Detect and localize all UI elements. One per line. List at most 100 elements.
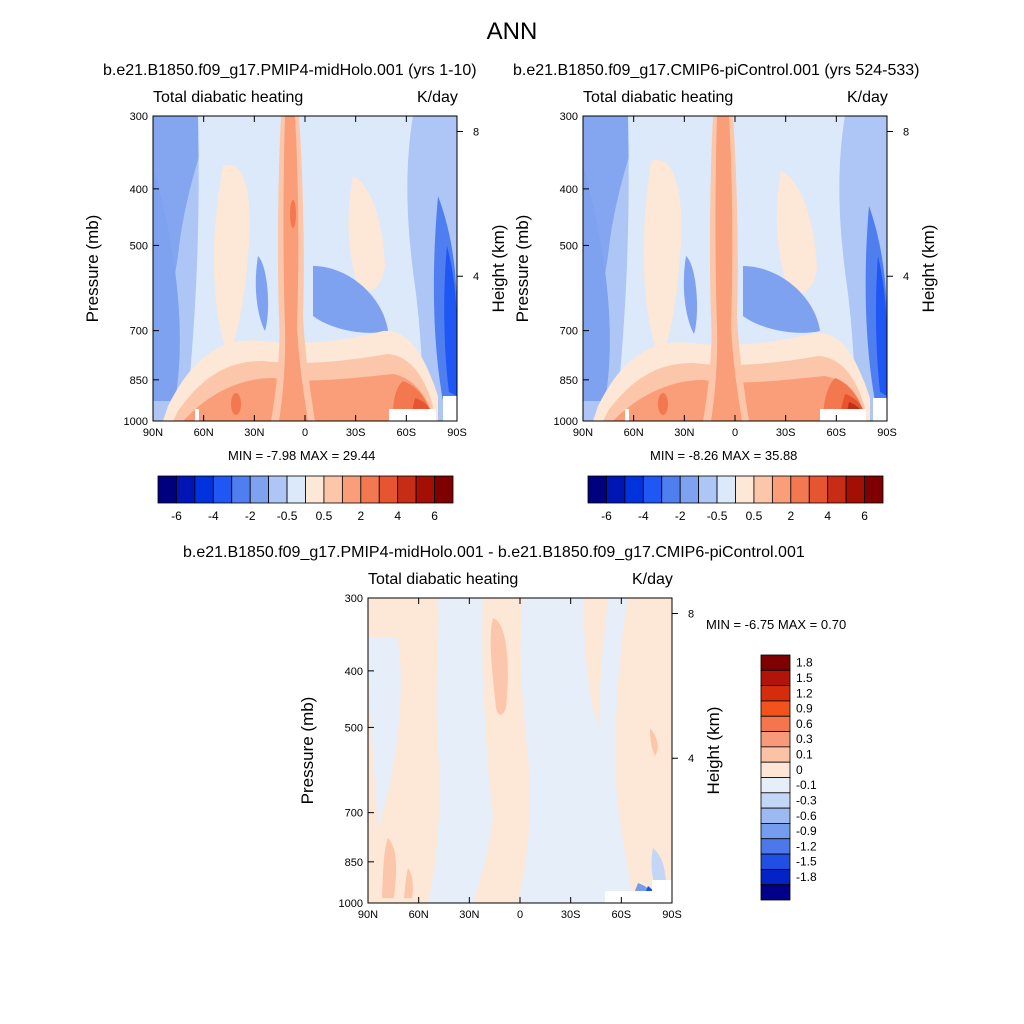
colorbar-label: 0.3 bbox=[796, 732, 813, 746]
y-tick-label: 400 bbox=[560, 184, 578, 196]
colorbar-label: -6 bbox=[601, 509, 612, 523]
panel3-field bbox=[368, 598, 672, 903]
colorbar-label: -0.5 bbox=[707, 509, 728, 523]
y-axis-right-title: Height (km) bbox=[489, 225, 508, 313]
colorbar-swatch bbox=[415, 475, 435, 504]
colorbar-3: 1.81.51.20.90.60.30.10-0.1-0.3-0.6-0.9-1… bbox=[760, 654, 817, 901]
colorbar-swatch bbox=[760, 853, 791, 870]
x-tick-label: 30N bbox=[674, 427, 694, 439]
x-tick-label: 30S bbox=[561, 909, 581, 921]
height-tick-label: 4 bbox=[688, 753, 694, 765]
colorbar-swatch bbox=[323, 475, 343, 504]
panel1-minmax-label: MIN = -7.98 MAX = 29.44 bbox=[228, 448, 376, 463]
colorbar-label: -2 bbox=[675, 509, 686, 523]
colorbar-label: -1.8 bbox=[796, 870, 817, 884]
colorbar-swatch bbox=[176, 475, 196, 504]
y-tick-label: 700 bbox=[560, 326, 578, 338]
colorbar-swatch bbox=[760, 731, 791, 748]
colorbar-swatch bbox=[286, 475, 306, 504]
colorbar-label: -6 bbox=[171, 509, 182, 523]
colorbar-swatch bbox=[760, 838, 791, 855]
y-tick-label: 1000 bbox=[554, 416, 578, 428]
colorbar-swatch bbox=[808, 475, 829, 504]
x-tick-label: 0 bbox=[732, 427, 738, 439]
colorbar-2: -6 -4 -2 -0.5 0.5 2 4 6 bbox=[587, 475, 884, 523]
y-tick-label: 850 bbox=[130, 375, 148, 387]
colorbar-swatch bbox=[642, 475, 663, 504]
x-tick-label: 90N bbox=[573, 427, 593, 439]
colorbar-swatch bbox=[790, 475, 810, 504]
panel2-units-label: K/day bbox=[847, 89, 888, 106]
colorbar-swatch bbox=[378, 475, 399, 504]
colorbar-swatch bbox=[864, 475, 884, 504]
colorbar-swatch bbox=[760, 654, 791, 671]
panel2-variable-label: Total diabatic heating bbox=[583, 89, 734, 106]
height-tick-label: 8 bbox=[473, 126, 479, 138]
main-title: ANN bbox=[486, 18, 538, 45]
y-axis-title: Pressure (mb) bbox=[298, 697, 317, 805]
x-tick-label: 90S bbox=[662, 909, 682, 921]
y-tick-label: 300 bbox=[560, 111, 578, 123]
panel1-axes: 90N 60N 30N 0 30S 60S 90S 300 400 500 700 850 1000 8 4… bbox=[83, 111, 508, 439]
colorbar-label: 1.5 bbox=[796, 671, 813, 685]
y-tick-label: 400 bbox=[130, 184, 148, 196]
x-tick-label: 30N bbox=[244, 427, 264, 439]
colorbar-swatch bbox=[760, 823, 791, 840]
axes-layer: 90N 60N 30N 0 30S 60S 90S300400500700850100084… bbox=[83, 111, 938, 921]
panel3-minmax-label: MIN = -6.75 MAX = 0.70 bbox=[706, 617, 847, 632]
colorbar-swatch bbox=[760, 807, 791, 824]
y-tick-label: 1000 bbox=[339, 898, 363, 910]
colorbar-label: 6 bbox=[861, 509, 868, 523]
colorbar-swatch bbox=[679, 475, 700, 504]
colorbar-label: -0.1 bbox=[796, 778, 817, 792]
y-tick-label: 850 bbox=[345, 857, 363, 869]
colorbar-label: -0.9 bbox=[796, 824, 817, 838]
colorbar-swatch bbox=[760, 868, 791, 886]
x-tick-label: 90S bbox=[447, 427, 467, 439]
colorbar-label: 0 bbox=[796, 763, 803, 777]
colorbar-label: -1.2 bbox=[796, 839, 817, 853]
x-tick-label: 90N bbox=[143, 427, 163, 439]
y-tick-label: 400 bbox=[345, 666, 363, 678]
colorbar-label: 0.1 bbox=[796, 748, 813, 762]
colorbar-label: 0.5 bbox=[746, 509, 763, 523]
x-tick-label: 0 bbox=[302, 427, 308, 439]
colorbar-swatch bbox=[760, 761, 791, 778]
colorbar-swatch bbox=[624, 475, 644, 504]
colorbar-swatch bbox=[661, 475, 681, 504]
colorbar-label: 1.8 bbox=[796, 656, 813, 670]
colorbar-swatch bbox=[760, 685, 791, 702]
colorbar-swatch bbox=[397, 475, 417, 504]
colorbar-swatch bbox=[249, 475, 270, 504]
colorbar-swatch bbox=[716, 475, 736, 504]
colorbar-swatch bbox=[845, 475, 865, 504]
colorbar-1: -6 -4 -2 -0.5 0.5 2 4 6 bbox=[157, 475, 454, 523]
y-axis-right-title: Height (km) bbox=[919, 225, 938, 313]
colorbar-swatch bbox=[760, 746, 791, 763]
colorbar-swatch bbox=[341, 475, 362, 504]
panel1-field bbox=[153, 116, 457, 421]
panel1-units-label: K/day bbox=[417, 89, 458, 106]
y-tick-label: 500 bbox=[345, 722, 363, 734]
colorbar-label: -0.6 bbox=[796, 809, 817, 823]
colorbar-swatch bbox=[268, 475, 288, 504]
colorbar-swatch bbox=[434, 475, 454, 504]
colorbar-label: -0.3 bbox=[796, 793, 817, 807]
colorbar-swatch bbox=[760, 777, 791, 794]
colorbar-label: -4 bbox=[208, 509, 219, 523]
colorbar-label: 2 bbox=[787, 509, 794, 523]
panel3-case-title: b.e21.B1850.f09_g17.PMIP4-midHolo.001 - … bbox=[183, 544, 805, 561]
panel3-axes: 90N 60N 30N 0 30S 60S 90S 300 400 500 700 850 1000 8 4… bbox=[298, 593, 723, 921]
colorbar-swatch bbox=[735, 475, 755, 504]
colorbar-swatch bbox=[360, 475, 380, 504]
y-tick-label: 500 bbox=[130, 240, 148, 252]
x-tick-label: 30S bbox=[346, 427, 366, 439]
x-tick-label: 60S bbox=[397, 427, 417, 439]
colorbar-swatch bbox=[231, 475, 251, 504]
colorbar-swatch bbox=[760, 700, 791, 717]
x-tick-label: 60S bbox=[612, 909, 632, 921]
x-tick-label: 60S bbox=[827, 427, 847, 439]
height-tick-label: 8 bbox=[903, 126, 909, 138]
panel2-axes: 90N 60N 30N 0 30S 60S 90S 300 400 500 700 850 1000 8 4… bbox=[513, 111, 938, 439]
height-tick-label: 4 bbox=[903, 271, 909, 283]
